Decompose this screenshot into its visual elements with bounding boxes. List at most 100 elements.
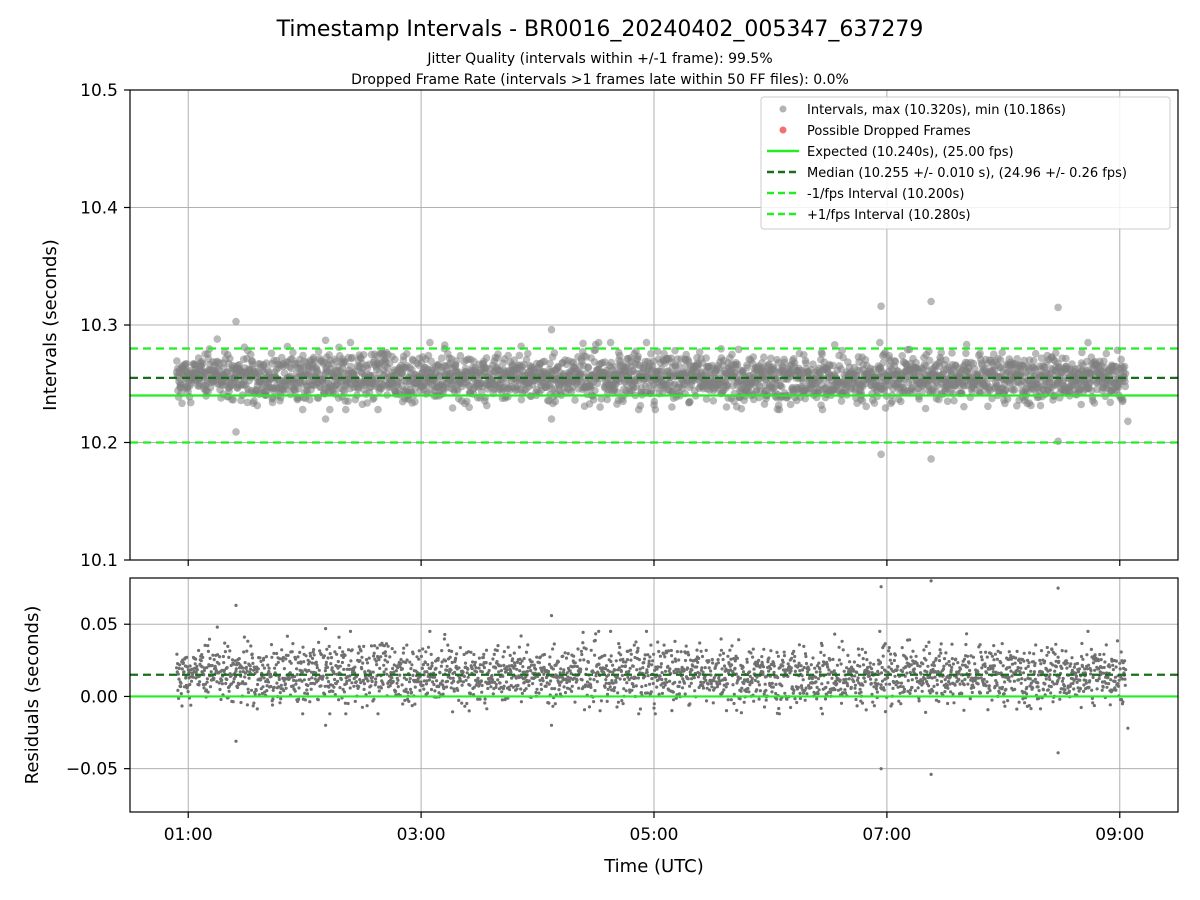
residual-point <box>711 701 715 705</box>
residual-point <box>391 679 395 683</box>
residual-point <box>881 654 885 658</box>
residual-point <box>698 672 702 676</box>
residual-point <box>616 691 620 695</box>
chart-subtitle-jitter: Jitter Quality (intervals within +/-1 fr… <box>426 51 772 67</box>
residual-point <box>519 687 523 691</box>
residual-point <box>857 653 861 657</box>
residual-point <box>598 709 602 713</box>
residual-point <box>757 697 761 701</box>
residual-point <box>480 683 484 688</box>
residual-point <box>377 689 381 693</box>
residual-point <box>396 685 400 689</box>
interval-point <box>551 397 560 406</box>
residual-point <box>546 669 551 674</box>
residual-point <box>890 661 894 666</box>
residual-point <box>556 660 561 664</box>
residual-point <box>771 685 775 689</box>
residual-point <box>698 641 702 645</box>
residual-point <box>180 704 184 708</box>
residual-point <box>875 690 880 694</box>
interval-point <box>510 356 519 365</box>
residual-point <box>611 663 615 667</box>
residual-point <box>732 701 736 706</box>
residual-point <box>249 644 253 648</box>
intervals-panel: 10.110.210.310.410.5 Intervals (seconds)… <box>40 81 1179 571</box>
residual-point <box>614 659 618 663</box>
residual-point <box>250 652 254 656</box>
residual-point <box>835 682 839 686</box>
residual-point <box>551 704 555 708</box>
residual-point <box>343 701 347 705</box>
residual-point <box>672 698 676 702</box>
residual-point <box>402 646 406 650</box>
residual-point <box>725 682 730 686</box>
residual-point <box>479 679 483 683</box>
residual-point <box>443 632 447 637</box>
residual-point <box>793 654 797 659</box>
residual-point <box>547 682 551 686</box>
residual-point <box>852 660 857 664</box>
residual-point <box>838 678 842 682</box>
residual-point <box>613 686 617 690</box>
intervals-x-ticks <box>187 560 1121 566</box>
interval-point <box>722 403 731 411</box>
residual-point <box>883 710 888 714</box>
residuals-grid <box>130 578 1178 812</box>
residual-point <box>258 656 262 660</box>
residual-point <box>436 656 440 660</box>
interval-point <box>925 356 934 365</box>
residual-point <box>438 671 442 675</box>
residual-point <box>186 690 190 694</box>
residual-point <box>432 682 436 687</box>
residual-point <box>704 699 709 703</box>
residual-point <box>249 688 254 692</box>
interval-point <box>597 395 606 403</box>
residual-point <box>307 677 311 682</box>
residual-point <box>336 679 340 684</box>
residual-point <box>505 668 509 672</box>
residual-point <box>489 685 493 689</box>
residual-point <box>745 657 749 661</box>
residual-point <box>347 663 351 667</box>
residual-point <box>619 653 623 657</box>
residual-point <box>670 654 674 658</box>
residual-point <box>761 665 766 669</box>
residual-point <box>317 640 321 645</box>
residual-point <box>291 684 295 688</box>
residual-point <box>813 666 817 670</box>
residual-point <box>275 681 279 685</box>
residual-point <box>522 656 526 661</box>
residual-point <box>478 663 482 667</box>
residual-point <box>188 664 192 668</box>
residual-point <box>488 662 492 666</box>
residual-point <box>751 647 755 651</box>
residual-point <box>377 658 381 662</box>
residual-point <box>874 687 879 691</box>
residual-point <box>622 687 626 691</box>
residual-point <box>510 657 515 661</box>
residual-point <box>876 669 880 674</box>
residual-point <box>581 641 585 645</box>
residual-point <box>826 681 830 685</box>
residual-point <box>777 712 782 716</box>
residual-point <box>439 664 443 668</box>
interval-point <box>298 405 307 414</box>
residual-point <box>457 666 461 670</box>
residual-point <box>609 629 613 634</box>
residual-point <box>540 670 544 674</box>
residual-point <box>362 644 366 649</box>
residual-point <box>468 692 473 696</box>
residual-point <box>776 676 780 680</box>
residual-point <box>843 688 847 692</box>
residual-point <box>313 677 317 681</box>
residual-point <box>599 699 604 703</box>
residual-point <box>176 672 180 676</box>
residual-point <box>527 683 531 688</box>
residual-point <box>376 712 380 716</box>
residual-point <box>656 640 660 644</box>
residual-point <box>887 665 891 669</box>
residual-point <box>767 656 771 660</box>
interval-point <box>342 405 350 414</box>
residual-point <box>218 655 222 659</box>
residual-point <box>365 704 369 708</box>
